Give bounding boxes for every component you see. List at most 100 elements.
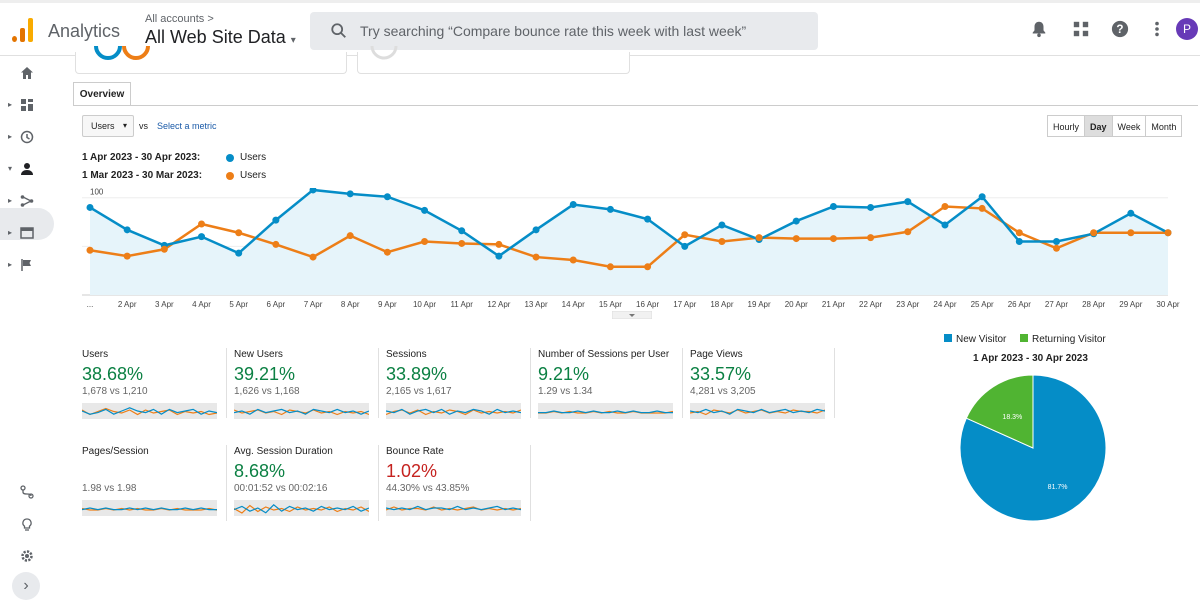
expand-arrow-icon[interactable]: ▸ (8, 196, 13, 205)
data-point[interactable] (86, 203, 94, 211)
data-point[interactable] (458, 227, 466, 235)
data-point[interactable] (867, 234, 875, 242)
search-box[interactable]: Try searching “Compare bounce rate this … (310, 12, 818, 50)
data-point[interactable] (1164, 229, 1172, 237)
metric-card[interactable]: Users 38.68% 1,678 vs 1,210 (82, 349, 232, 419)
pie-slice[interactable] (965, 374, 1034, 449)
data-point[interactable] (867, 203, 875, 211)
data-point[interactable] (606, 263, 614, 271)
metric-dropdown[interactable]: Users ▾ (82, 115, 134, 137)
data-point[interactable] (383, 193, 391, 201)
day-button[interactable]: Day (1084, 115, 1113, 137)
home-icon[interactable] (20, 66, 34, 80)
hourly-button[interactable]: Hourly (1047, 115, 1086, 137)
data-point[interactable] (346, 190, 354, 198)
behavior-icon[interactable] (20, 226, 34, 240)
data-point[interactable] (1015, 238, 1023, 245)
lightbulb-icon[interactable] (20, 518, 34, 532)
data-point[interactable] (792, 235, 800, 243)
data-point[interactable] (495, 240, 503, 248)
person-icon[interactable] (20, 162, 34, 176)
data-point[interactable] (123, 226, 131, 234)
metric-card[interactable]: Number of Sessions per User 9.21% 1.29 vs … (538, 349, 688, 419)
data-point[interactable] (1127, 229, 1135, 237)
bell-icon[interactable] (1030, 20, 1048, 38)
data-point[interactable] (309, 253, 317, 261)
data-point[interactable] (346, 232, 354, 240)
data-point[interactable] (755, 234, 763, 242)
week-button[interactable]: Week (1111, 115, 1147, 137)
data-point[interactable] (978, 193, 986, 201)
gear-icon[interactable] (20, 549, 34, 563)
data-point[interactable] (569, 256, 577, 264)
month-button[interactable]: Month (1145, 115, 1183, 137)
app-title[interactable]: Analytics (48, 21, 121, 41)
clock-icon[interactable] (20, 130, 34, 144)
data-point[interactable] (272, 216, 280, 224)
data-point[interactable] (532, 253, 540, 261)
data-point[interactable] (569, 201, 577, 209)
data-point[interactable] (792, 217, 800, 225)
data-point[interactable] (272, 240, 280, 248)
data-point[interactable] (718, 238, 726, 245)
expand-arrow-icon[interactable]: ▸ (8, 132, 13, 141)
data-point[interactable] (1127, 209, 1135, 217)
data-point[interactable] (1090, 229, 1098, 237)
analytics-logo-icon[interactable] (12, 18, 34, 42)
data-point[interactable] (309, 188, 317, 194)
visitor-pie-chart[interactable]: 81.7% 18.3% (955, 370, 1115, 530)
expand-arrow-icon[interactable]: ▸ (8, 100, 13, 109)
data-point[interactable] (681, 242, 689, 250)
metric-card[interactable]: Pages/Session 1.98 vs 1.98 (82, 446, 232, 516)
data-point[interactable] (383, 248, 391, 256)
data-point[interactable] (123, 252, 131, 260)
data-point[interactable] (904, 198, 912, 206)
expand-arrow-icon[interactable]: ▾ (8, 164, 13, 173)
apps-grid-icon[interactable] (1072, 20, 1090, 38)
attribution-icon[interactable] (20, 485, 34, 499)
expand-arrow-icon[interactable]: ▸ (8, 260, 13, 269)
expand-arrow-icon[interactable]: ▸ (8, 228, 13, 237)
data-point[interactable] (606, 205, 614, 213)
data-point[interactable] (829, 202, 837, 210)
flag-icon[interactable] (20, 258, 34, 272)
metric-card[interactable]: Bounce Rate 1.02% 44.30% vs 43.85% (386, 446, 536, 516)
data-point[interactable] (235, 229, 243, 237)
tab-overview[interactable]: Overview (73, 82, 131, 106)
metric-card[interactable]: Page Views 33.57% 4,281 vs 3,205 (690, 349, 840, 419)
data-point[interactable] (421, 206, 429, 214)
data-point[interactable] (941, 202, 949, 210)
data-point[interactable] (458, 239, 466, 247)
data-point[interactable] (1052, 244, 1060, 252)
data-point[interactable] (198, 233, 206, 241)
metric-card[interactable]: Sessions 33.89% 2,165 vs 1,617 (386, 349, 536, 419)
data-point[interactable] (160, 245, 168, 253)
data-point[interactable] (86, 246, 94, 254)
data-point[interactable] (829, 235, 837, 243)
data-point[interactable] (198, 220, 206, 228)
data-point[interactable] (421, 238, 429, 245)
expand-sidebar-button[interactable]: › (12, 572, 40, 600)
metric-card[interactable]: New Users 39.21% 1,626 vs 1,168 (234, 349, 384, 419)
data-point[interactable] (532, 226, 540, 234)
data-point[interactable] (644, 263, 652, 271)
data-point[interactable] (644, 215, 652, 223)
data-point[interactable] (235, 249, 243, 257)
all-accounts-breadcrumb[interactable]: All accounts > (145, 13, 214, 25)
data-point[interactable] (941, 221, 949, 229)
property-selector[interactable]: All Web Site Data ▾ (145, 27, 296, 48)
metric-card[interactable]: Avg. Session Duration 8.68% 00:01:52 vs 00… (234, 446, 384, 516)
acquisition-icon[interactable] (20, 194, 34, 208)
data-point[interactable] (718, 221, 726, 229)
data-point[interactable] (1052, 238, 1060, 245)
data-point[interactable] (681, 231, 689, 239)
avatar[interactable]: P (1176, 18, 1198, 40)
data-point[interactable] (904, 228, 912, 236)
more-vert-icon[interactable] (1148, 20, 1166, 38)
help-icon[interactable]: ? (1111, 20, 1129, 38)
chart-resize-handle[interactable] (612, 311, 652, 319)
data-point[interactable] (495, 252, 503, 260)
data-point[interactable] (1015, 229, 1023, 237)
select-metric-link[interactable]: Select a metric (157, 121, 217, 131)
